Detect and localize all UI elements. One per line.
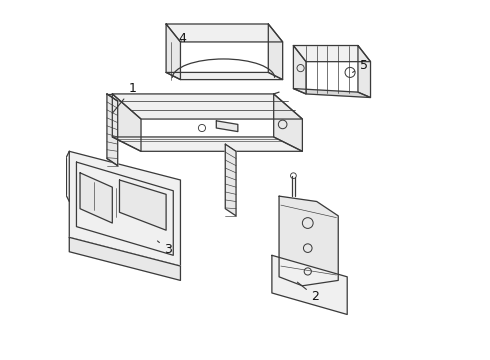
Text: 2: 2 (297, 282, 319, 303)
Polygon shape (76, 162, 173, 255)
Text: 5: 5 (353, 59, 368, 72)
Polygon shape (69, 237, 180, 280)
Polygon shape (269, 24, 283, 80)
Polygon shape (294, 89, 370, 98)
Polygon shape (107, 94, 118, 166)
Polygon shape (358, 45, 370, 98)
Polygon shape (216, 121, 238, 132)
Polygon shape (225, 144, 236, 216)
Polygon shape (279, 196, 338, 286)
Polygon shape (166, 24, 180, 80)
Polygon shape (120, 180, 166, 230)
Text: 3: 3 (157, 241, 172, 256)
Polygon shape (166, 72, 283, 80)
Polygon shape (80, 173, 112, 223)
Polygon shape (294, 45, 306, 94)
Polygon shape (112, 94, 302, 119)
Polygon shape (69, 151, 180, 266)
Text: 4: 4 (179, 32, 187, 45)
Polygon shape (112, 137, 302, 151)
Polygon shape (272, 255, 347, 315)
Polygon shape (274, 94, 302, 151)
Polygon shape (294, 45, 370, 62)
Text: 1: 1 (112, 82, 136, 113)
Polygon shape (112, 94, 141, 151)
Polygon shape (166, 24, 283, 42)
